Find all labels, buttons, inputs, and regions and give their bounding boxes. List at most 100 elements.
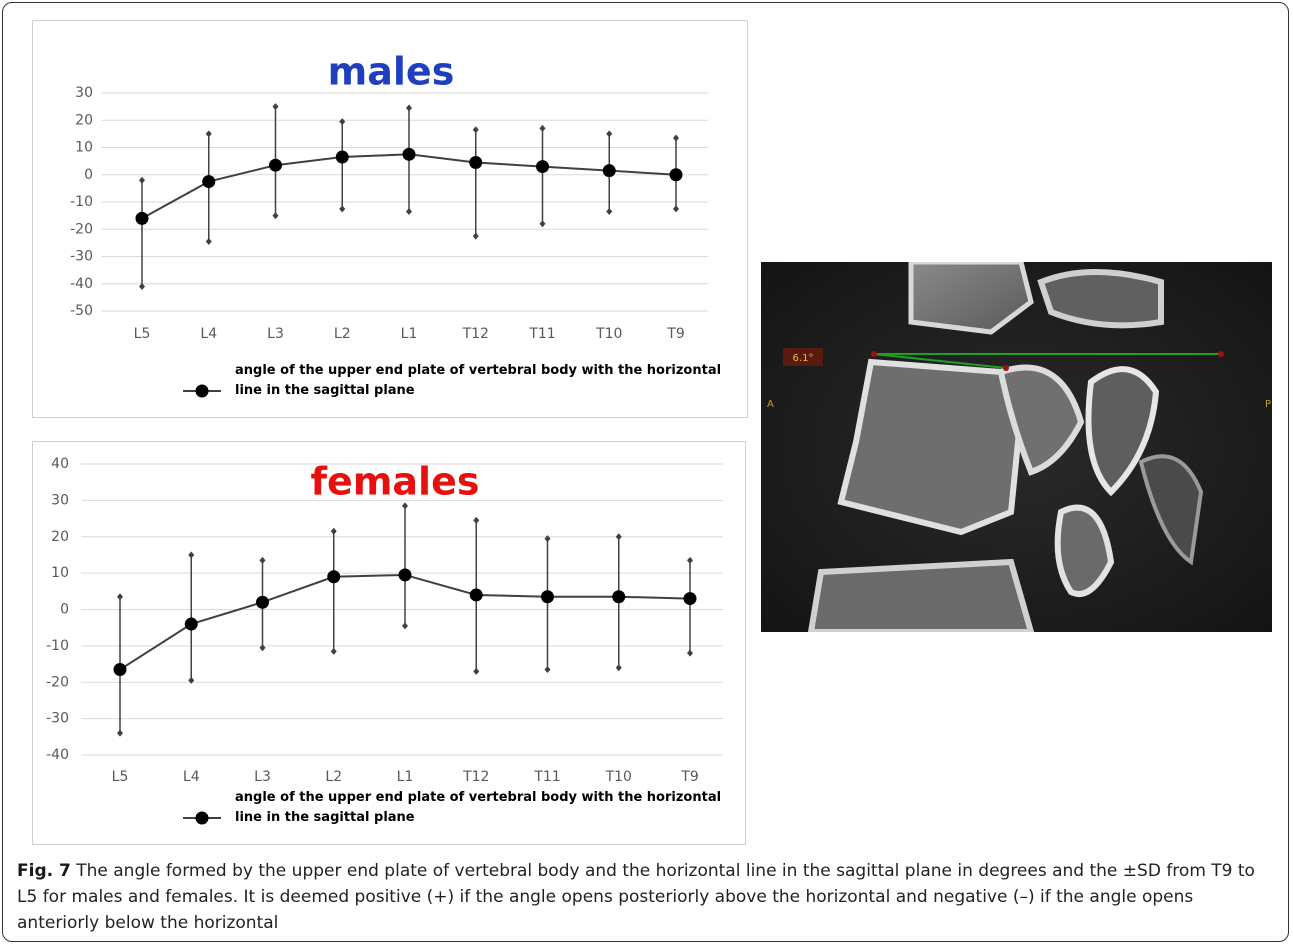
y-tick-label: 0: [60, 602, 69, 618]
error-cap: [330, 647, 337, 655]
error-cap: [606, 208, 613, 216]
y-tick-label: -30: [46, 711, 69, 727]
error-cap: [673, 205, 679, 213]
chart-box: -40 -30 -20 -10 0 10 20 30 40 L5 L4 L3 L2 L1 T12 T11 T10…: [32, 441, 746, 845]
error-cap: [139, 282, 145, 290]
chart-title: males: [328, 50, 455, 94]
error-cap: [272, 212, 279, 220]
legend-label: angle of the upper end plate of vertebra…: [235, 363, 722, 398]
y-tick-label: 0: [84, 167, 93, 183]
legend: angle of the upper end plate of vertebra…: [235, 790, 722, 825]
error-cap: [402, 502, 408, 510]
legend-marker: [195, 811, 209, 825]
x-tick-label: T11: [528, 326, 555, 342]
y-tick-label: 30: [75, 85, 93, 101]
x-tick-label: L3: [267, 326, 284, 342]
data-point: [402, 147, 416, 161]
y-tick-label: -40: [46, 747, 69, 763]
x-tick-label: L2: [325, 769, 342, 785]
x-tick-label: L2: [334, 326, 351, 342]
data-point: [135, 211, 149, 225]
error-cap: [472, 126, 479, 134]
legend-label: angle of the upper end plate of vertebra…: [235, 790, 722, 825]
y-tick-label: 30: [51, 492, 69, 508]
error-cap: [402, 622, 408, 630]
x-tick-label: L5: [134, 326, 151, 342]
y-tick-label: 40: [51, 456, 69, 472]
data-point: [536, 160, 549, 174]
x-tick-label: L4: [183, 769, 200, 785]
error-cap: [188, 551, 195, 559]
error-cap: [539, 124, 546, 132]
caption-label: Fig. 7: [17, 861, 71, 881]
error-cap: [615, 533, 622, 541]
data-point: [669, 168, 683, 182]
y-tick-label: 20: [75, 112, 93, 128]
data-point: [202, 175, 216, 189]
x-tick-label: L1: [401, 326, 418, 342]
error-cap: [687, 556, 693, 564]
chart: -40 -30 -20 -10 0 10 20 30 40 L5 L4 L3 L2 L1 T12 T11 T10…: [46, 456, 723, 825]
y-tick-label: 10: [75, 140, 93, 156]
y-tick-label: -40: [70, 276, 93, 292]
x-tick-label: L1: [397, 769, 414, 785]
chart-box: -50 -40 -30 -20 -10 0 10 20 30 L5 L4 L3 L2 L1 T12 T11 T1…: [32, 20, 748, 418]
error-cap: [339, 118, 346, 126]
y-tick-label: 20: [51, 529, 69, 545]
x-tick-label: T9: [666, 326, 684, 342]
data-point: [184, 617, 198, 631]
data-point: [612, 590, 626, 604]
error-cap: [117, 729, 123, 737]
chart: -50 -40 -30 -20 -10 0 10 20 30 L5 L4 L3 L2 L1 T12 T11 T1…: [70, 50, 722, 399]
error-cap: [544, 535, 551, 543]
error-cap: [687, 649, 693, 657]
error-cap: [205, 130, 212, 138]
angle-label: 6.1°: [793, 353, 814, 364]
error-cap: [472, 232, 479, 240]
orientation-label: P: [1265, 399, 1271, 410]
data-point: [256, 595, 269, 609]
error-cap: [606, 130, 613, 138]
y-tick-label: -30: [70, 249, 93, 265]
chart-title: females: [311, 460, 480, 504]
data-point: [469, 155, 483, 169]
x-tick-label: T10: [595, 326, 622, 342]
x-tick-label: T10: [605, 769, 632, 785]
x-tick-label: L4: [200, 326, 217, 342]
y-tick-label: -10: [46, 638, 69, 654]
error-cap: [473, 667, 480, 675]
error-cap: [406, 104, 412, 112]
x-tick-label: T11: [533, 769, 560, 785]
error-cap: [406, 208, 412, 216]
error-cap: [139, 176, 145, 184]
y-tick-label: -20: [70, 221, 93, 237]
y-tick-label: 10: [51, 565, 69, 581]
error-cap: [188, 676, 195, 684]
orientation-label: A: [767, 399, 774, 410]
data-point: [469, 588, 483, 602]
error-cap: [272, 103, 279, 111]
data-point: [335, 150, 349, 164]
caption-text: The angle formed by the upper end plate …: [17, 861, 1255, 933]
legend: angle of the upper end plate of vertebra…: [235, 363, 722, 398]
y-tick-label: -50: [70, 303, 93, 319]
data-point: [541, 590, 554, 604]
error-cap: [673, 134, 679, 142]
error-cap: [117, 593, 123, 601]
data-point: [327, 570, 341, 584]
error-cap: [544, 666, 551, 674]
data-point: [683, 592, 697, 606]
error-cap: [330, 527, 337, 535]
caption: Fig. 7 The angle formed by the upper end…: [17, 858, 1277, 936]
legend-marker: [195, 384, 209, 398]
error-cap: [339, 205, 346, 213]
x-tick-label: T12: [462, 326, 489, 342]
x-tick-label: T12: [462, 769, 489, 785]
error-cap: [259, 644, 266, 652]
error-cap: [205, 238, 212, 246]
data-point: [398, 568, 412, 582]
ct-image: 6.1° A P: [761, 262, 1272, 632]
error-cap: [473, 516, 480, 524]
data-point: [602, 164, 616, 178]
